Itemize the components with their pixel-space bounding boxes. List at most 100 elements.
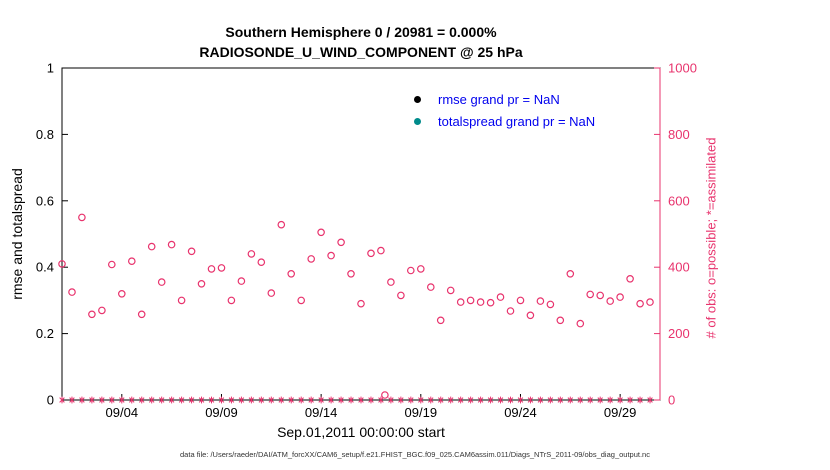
possible-obs-marker (78, 213, 86, 222)
right-tick-label: 200 (668, 326, 690, 341)
assimilated-obs-marker (278, 396, 285, 404)
assimilated-obs-marker (597, 396, 603, 404)
possible-obs-marker (506, 307, 515, 315)
assimilated-obs-marker (457, 396, 464, 404)
assimilated-obs-marker (587, 396, 593, 404)
assimilated-obs-marker (497, 396, 504, 404)
possible-obs-marker (616, 293, 624, 301)
possible-obs-marker (606, 297, 615, 305)
assimilated-obs-marker (158, 396, 165, 404)
assimilated-obs-marker (577, 396, 584, 404)
possible-obs-marker (108, 260, 116, 269)
assimilated-obs-marker (398, 396, 404, 404)
x-tick-label: 09/09 (205, 405, 238, 420)
left-tick-label: 0 (47, 393, 54, 408)
assimilated-obs-marker (358, 396, 364, 404)
assimilated-obs-marker (617, 396, 623, 404)
possible-obs-marker (426, 283, 435, 291)
possible-obs-marker (317, 228, 325, 237)
assimilated-obs-marker (437, 396, 444, 404)
possible-obs-marker (147, 242, 156, 251)
possible-obs-marker (456, 298, 465, 306)
assimilated-obs-marker (298, 396, 304, 404)
x-tick-label: 09/24 (504, 405, 537, 420)
legend: rmse grand pr = NaN totalspread grand pr… (404, 88, 595, 132)
right-tick-label: 800 (668, 127, 690, 142)
x-axis-label: Sep.01,2011 00:00:00 start (277, 424, 445, 440)
assimilated-obs-marker (467, 396, 474, 404)
possible-obs-marker (466, 296, 475, 305)
assimilated-obs-marker (418, 396, 424, 404)
legend-label-rmse: rmse grand pr = NaN (438, 91, 560, 107)
assimilated-obs-marker (428, 396, 434, 404)
assimilated-obs-marker (228, 396, 235, 404)
possible-obs-marker (596, 291, 605, 300)
right-tick-label: 600 (668, 193, 690, 208)
assimilated-obs-marker (129, 396, 135, 404)
possible-obs-marker (397, 291, 405, 300)
assimilated-obs-marker (148, 396, 155, 404)
assimilated-obs-marker (89, 396, 95, 404)
possible-obs-marker (526, 311, 535, 320)
assimilated-obs-marker (378, 396, 384, 404)
possible-obs-marker (367, 249, 375, 258)
assimilated-obs-marker (647, 396, 653, 404)
assimilated-obs-marker (208, 396, 215, 404)
right-tick-label: 0 (668, 393, 675, 408)
possible-obs-marker (446, 286, 455, 295)
assimilated-obs-marker (368, 396, 374, 404)
assimilated-obs-marker (477, 396, 484, 404)
assimilated-obs-marker (99, 396, 105, 404)
possible-obs-marker (157, 278, 166, 286)
possible-obs-marker (576, 319, 585, 328)
possible-obs-marker (337, 238, 345, 247)
x-tick-label: 09/04 (106, 405, 139, 420)
plot-title: Southern Hemisphere 0 / 20981 = 0.000% (225, 24, 497, 40)
possible-obs-marker (416, 265, 425, 273)
assimilated-obs-marker (607, 396, 613, 404)
possible-obs-marker (586, 290, 595, 299)
assimilated-obs-marker (138, 396, 145, 404)
possible-obs-marker (68, 288, 76, 296)
possible-obs-marker (88, 310, 96, 319)
assimilated-obs-marker (79, 396, 85, 404)
possible-obs-marker (267, 289, 276, 297)
possible-obs-marker (476, 298, 485, 306)
assimilated-obs-marker (59, 396, 65, 404)
possible-obs-marker (516, 296, 525, 305)
assimilated-obs-marker (168, 396, 175, 404)
assimilated-obs-marker (258, 396, 265, 404)
assimilated-obs-marker (637, 396, 643, 404)
possible-obs-marker (357, 299, 365, 308)
x-tick-label: 09/14 (305, 405, 338, 420)
assimilated-obs-marker (328, 396, 334, 404)
assimilated-obs-marker (268, 396, 275, 404)
possible-obs-marker (207, 265, 216, 273)
possible-obs-marker (217, 264, 226, 272)
legend-item-rmse: rmse grand pr = NaN (404, 88, 595, 110)
legend-label-totalspread: totalspread grand pr = NaN (438, 113, 596, 129)
x-tick-label: 09/29 (604, 405, 637, 420)
assimilated-obs-marker (288, 396, 294, 404)
possible-obs-marker (556, 316, 565, 325)
assimilated-obs-marker (537, 396, 544, 404)
assimilated-obs-marker (557, 396, 564, 404)
assimilated-obs-marker (318, 396, 324, 404)
right-tick-label: 400 (668, 260, 690, 275)
legend-item-totalspread: totalspread grand pr = NaN (404, 110, 595, 132)
possible-obs-marker (387, 278, 395, 286)
possible-obs-marker (297, 296, 306, 305)
possible-obs-marker (436, 316, 445, 325)
possible-obs-marker (237, 277, 246, 285)
left-tick-label: 0.6 (36, 193, 54, 208)
assimilated-obs-marker (238, 396, 245, 404)
assimilated-obs-marker (218, 396, 225, 404)
left-tick-label: 0.2 (36, 326, 54, 341)
possible-obs-marker (197, 279, 206, 288)
possible-obs-marker (496, 293, 505, 301)
assimilated-obs-marker (109, 396, 115, 404)
assimilated-obs-marker (547, 396, 554, 404)
possible-obs-marker (566, 269, 575, 278)
